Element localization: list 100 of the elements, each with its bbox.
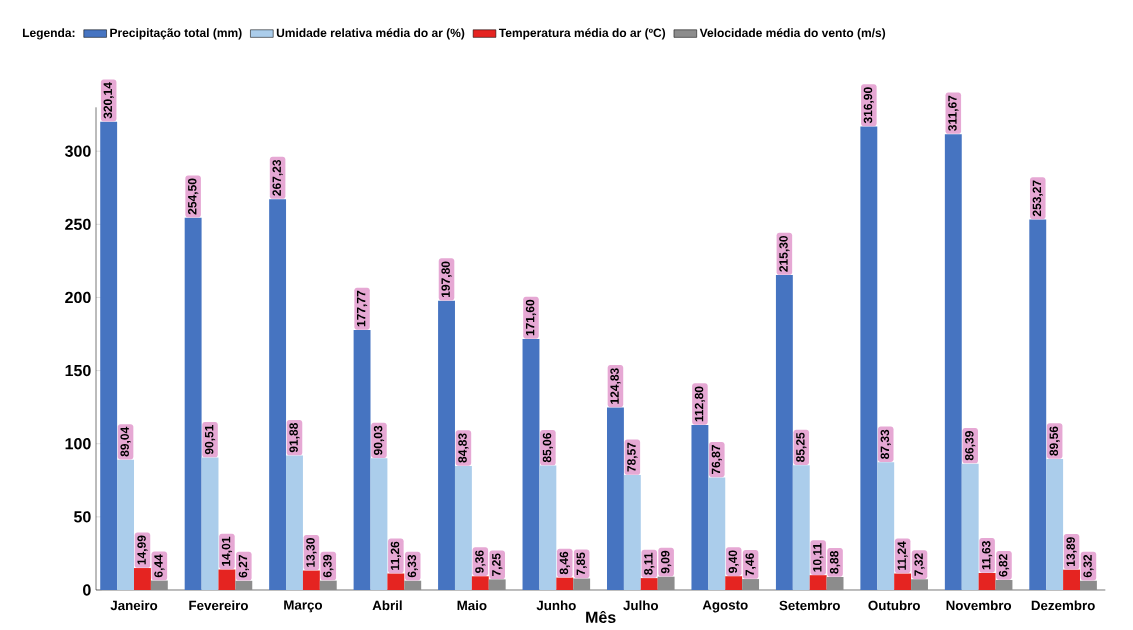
data-label: 6,39 xyxy=(323,554,334,578)
bar xyxy=(860,126,878,590)
x-tick-label: Novembro xyxy=(946,600,1012,611)
bar xyxy=(742,579,760,590)
legend-title: Legenda: xyxy=(22,28,75,40)
data-label: 84,83 xyxy=(458,433,469,463)
bar xyxy=(117,459,135,590)
bar xyxy=(100,121,118,590)
data-label: 316,90 xyxy=(863,87,874,124)
bar xyxy=(708,477,726,590)
bar xyxy=(269,199,287,590)
x-tick-label: Fevereiro xyxy=(189,600,248,611)
bar xyxy=(877,462,895,590)
y-tick-label: 100 xyxy=(65,438,91,450)
bar xyxy=(184,217,202,590)
data-label: 89,04 xyxy=(120,426,131,457)
bar xyxy=(944,134,962,590)
y-tick-label: 0 xyxy=(83,584,91,596)
data-label: 76,87 xyxy=(711,445,722,475)
data-label: 8,11 xyxy=(644,552,655,575)
bar xyxy=(1079,580,1097,590)
data-label: 7,32 xyxy=(914,553,925,576)
legend-label: Precipitação total (mm) xyxy=(110,28,242,40)
bar xyxy=(488,579,506,590)
data-label: 254,50 xyxy=(188,178,199,215)
bar xyxy=(573,578,591,590)
data-label: 6,33 xyxy=(407,554,418,578)
data-label: 14,01 xyxy=(221,536,233,566)
bar xyxy=(911,579,928,590)
bar xyxy=(1029,219,1047,590)
bar xyxy=(978,572,996,590)
data-label: 11,26 xyxy=(390,541,401,570)
bar xyxy=(995,580,1013,590)
y-tick-label: 50 xyxy=(74,511,91,523)
x-tick-label: Agosto xyxy=(702,600,748,613)
bar xyxy=(454,465,472,590)
legend-label: Velocidade média do vento (m/s) xyxy=(699,28,886,40)
x-tick-label: Outubro xyxy=(868,600,920,611)
x-tick-label: Dezembro xyxy=(1031,600,1095,611)
data-label: 85,06 xyxy=(542,433,553,463)
bar xyxy=(657,576,675,590)
data-label: 13,30 xyxy=(306,538,317,567)
data-label: 6,32 xyxy=(1083,554,1094,578)
data-label: 11,63 xyxy=(981,541,993,570)
bar xyxy=(623,475,641,590)
bar xyxy=(1046,458,1064,590)
x-tick-label: Maio xyxy=(457,600,487,611)
data-label: 6,82 xyxy=(998,554,1010,577)
data-label: 6,27 xyxy=(238,555,249,578)
data-label: 91,88 xyxy=(289,423,300,453)
data-label: 253,27 xyxy=(1032,180,1043,217)
bar xyxy=(826,577,844,590)
x-tick-label: Junho xyxy=(536,600,576,611)
data-label: 87,33 xyxy=(880,429,891,459)
data-label: 197,80 xyxy=(441,261,452,297)
bar xyxy=(640,578,658,590)
data-label: 7,85 xyxy=(576,552,587,576)
y-tick-label: 200 xyxy=(65,291,91,304)
data-label: 11,24 xyxy=(897,541,908,570)
data-label: 78,57 xyxy=(627,442,638,472)
data-label: 112,80 xyxy=(694,386,706,422)
bar xyxy=(792,465,810,590)
y-tick-label: 250 xyxy=(65,218,91,230)
data-label: 90,03 xyxy=(373,425,385,455)
bar xyxy=(319,580,337,590)
x-tick-label: Março xyxy=(284,600,323,613)
bar xyxy=(353,329,371,590)
data-label: 9,36 xyxy=(475,550,486,573)
bar xyxy=(150,580,168,590)
x-tick-label: Julho xyxy=(623,600,659,611)
data-label: 267,23 xyxy=(272,159,283,196)
y-tick-label: 300 xyxy=(64,145,91,157)
data-label: 9,40 xyxy=(728,550,739,573)
data-label: 320,14 xyxy=(103,82,114,119)
bar xyxy=(370,458,388,590)
bar xyxy=(201,457,219,590)
data-label: 311,67 xyxy=(948,95,959,131)
bar xyxy=(691,425,709,590)
data-label: 215,30 xyxy=(779,235,790,272)
data-label: 13,89 xyxy=(1066,537,1077,566)
data-label: 8,46 xyxy=(559,551,570,575)
data-label: 9,09 xyxy=(661,550,672,574)
legend-label: Umidade relativa média do ar (%) xyxy=(276,28,465,40)
data-label: 89,56 xyxy=(1049,426,1060,456)
data-label: 10,11 xyxy=(813,543,824,572)
x-tick-label: Abril xyxy=(372,600,402,611)
x-tick-label: Janeiro xyxy=(110,600,158,611)
data-label: 14,99 xyxy=(137,535,148,565)
data-label: 7,25 xyxy=(492,553,503,576)
data-label: 171,60 xyxy=(525,299,537,336)
bar xyxy=(809,575,827,590)
bar xyxy=(471,576,489,590)
data-label: 86,39 xyxy=(965,431,976,461)
data-label: 6,44 xyxy=(154,554,165,578)
bar xyxy=(522,339,540,590)
bar xyxy=(286,455,303,590)
data-label: 177,77 xyxy=(357,290,368,327)
data-label: 8,88 xyxy=(829,551,841,574)
data-label: 124,83 xyxy=(610,368,621,404)
data-label: 85,25 xyxy=(796,432,807,462)
